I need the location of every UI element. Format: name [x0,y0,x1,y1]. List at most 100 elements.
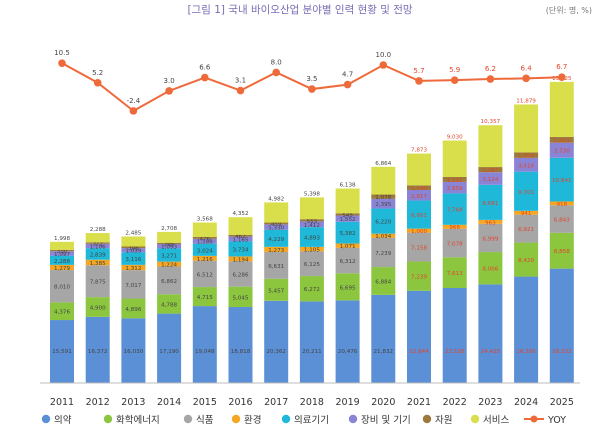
bar-segment [478,252,503,285]
x-axis: 2011 2012 2013 2014 2015 2016 2017 2018 2019 2020… [40,382,580,408]
data-label: 6,312 [340,259,356,265]
yoy-point [558,73,566,82]
bar-segment [371,237,396,268]
data-label: 28,332 [552,349,572,355]
bar-segment [228,307,253,383]
bar-segment [549,142,574,158]
data-label: 3,024 [197,248,213,254]
legend-marker [41,414,51,424]
yoy-label: 5.7 [413,67,424,75]
bar-segment [549,157,574,202]
bar-segment [157,294,182,314]
data-label: 2,859 [447,186,463,192]
data-label: 3,116 [125,257,141,263]
data-label: 1,998 [54,236,70,242]
yoy-point [450,76,459,84]
data-label: 1,433 [554,138,570,144]
bar-stack-2024: 26,356 8,420 6,921 941 9,701 3,414 1,359 11,879 [514,98,539,383]
bar-segment [192,222,217,237]
data-label: 18,818 [231,349,251,355]
legend-item: 자원 [422,414,452,426]
yoy-point [272,68,281,77]
data-label: 1,385 [90,261,106,267]
bar-segment [264,222,289,225]
data-label: 295 [164,242,175,248]
bar-segment [299,197,324,220]
data-label: 6,631 [268,264,284,270]
bar-segment [514,157,539,172]
yoy-label: 4.7 [342,71,353,79]
legend-label: 식품 [196,415,214,426]
chart-title: [그림 1] 국내 바이오산업 분야별 인력 현황 및 전망 [187,3,412,16]
bar-segment [549,205,574,233]
data-label: 2,485 [125,230,141,236]
data-label: 1,039 [125,249,141,255]
data-label: 6,512 [197,272,213,278]
bar-segment [514,214,539,243]
yoy-label: 5.9 [449,66,460,74]
legend-item: 식품 [183,414,214,426]
data-label: 19,048 [195,349,215,355]
bar-segment [549,268,574,383]
bar-segment [121,246,146,249]
bar-segment [50,270,74,303]
data-label: 8,420 [518,258,534,264]
data-label: 3,734 [232,247,248,253]
bar-segment [299,301,324,383]
data-label: 7,768 [447,208,463,214]
yoy-point [415,77,423,85]
data-label: 918 [556,202,567,208]
x-tick-label: 2012 [86,397,110,408]
data-label: 3,271 [161,254,177,260]
data-label: 1,216 [197,257,213,263]
data-label: 3,124 [482,177,498,183]
bar-segment [335,247,360,274]
data-label: 1,273 [268,248,284,254]
data-label: 23,528 [445,349,465,355]
legend-marker [422,414,432,424]
data-label: 20,476 [338,349,358,355]
data-label: 10,357 [481,119,501,125]
legend-item: 장비 및 기기 [348,414,411,426]
unit-note: (단위: 명, %) [546,5,592,15]
bar-segment [407,232,431,262]
yoy-label: 3.0 [164,77,175,85]
bar-segment [299,251,324,277]
data-label: 5,457 [268,288,284,294]
data-label: 7,875 [90,280,106,286]
bar-segment [85,233,110,243]
bar-segment [371,267,396,295]
yoy-point [379,61,388,69]
bar-segment [85,248,110,260]
data-label: 2,288 [90,227,106,233]
data-label: 1,552 [340,217,356,223]
legend-item: 서비스 [470,414,509,426]
bar-segment [157,248,182,262]
data-label: 545 [342,213,353,219]
data-label: 6,695 [340,285,356,291]
bar-segment [228,286,253,308]
bar-segment [371,198,396,209]
data-label: 4,229 [268,237,284,243]
x-tick-label: 2016 [228,397,252,408]
data-label: 1,097 [54,252,70,258]
data-label: 1,000 [411,229,427,235]
bar-segment [121,264,146,271]
yoy-label: 8.0 [271,58,282,66]
yoy-line-layer: 10.5 5.2 -2.4 3.0 6.6 3.1 8.0 3.5 4.7 10.0 5.7 5.9 6… [54,49,567,115]
x-tick-label: 2011 [50,397,74,408]
data-label: 7,158 [411,246,427,252]
bar-segment [50,302,74,321]
legend-label: 환경 [244,414,261,426]
data-label: 1,194 [232,257,248,263]
bar-segment [157,313,182,383]
bar-stack-2021: 22,844 7,239 7,158 1,000 6,951 2,617 1,140 7,87… [407,148,431,383]
data-label: 1,106 [90,245,106,251]
x-tick-label: 2015 [193,397,217,408]
data-label: 330 [57,249,68,255]
yoy-label: 10.5 [54,49,70,57]
bar-stack-2022: 23,528 7,613 7,078 966 7,768 2,859 1,211 9,030 [442,135,467,383]
